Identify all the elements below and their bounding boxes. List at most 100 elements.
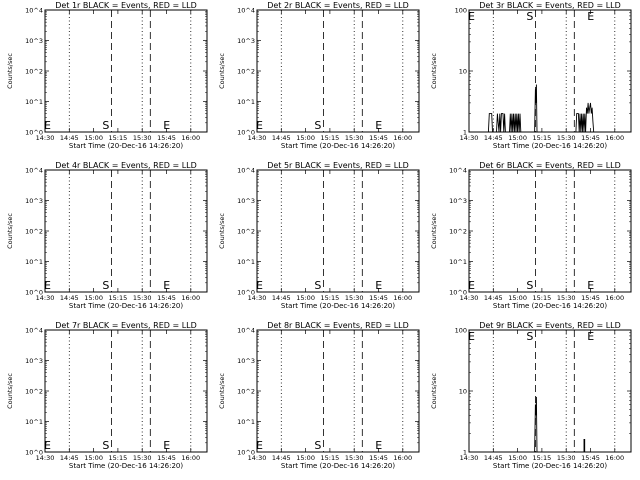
x-tick-label: 15:45 — [369, 294, 388, 302]
edge-marker: E — [44, 119, 51, 132]
x-tick-label: 14:45 — [484, 454, 503, 462]
start-marker: S — [314, 439, 321, 452]
chart-title: Det 5r BLACK = Events, RED = LLD — [267, 161, 409, 170]
y-tick-label: 10^4 — [237, 7, 255, 15]
event-series-5 — [575, 113, 587, 133]
y-tick-label: 100 — [455, 327, 467, 335]
x-axis-label: Start Time (20-Dec-16 14:26:20) — [493, 462, 607, 470]
y-tick-label: 10^4 — [25, 7, 43, 15]
y-tick-label: 10^2 — [237, 388, 255, 396]
y-tick-label: 1 — [463, 449, 467, 457]
y-tick-label: 10^4 — [25, 327, 43, 335]
edge-marker: E — [468, 279, 475, 292]
x-tick-label: 14:45 — [272, 294, 291, 302]
x-tick-label: 14:30 — [248, 294, 267, 302]
start-marker: S — [102, 439, 109, 452]
y-tick-label: 10^3 — [237, 37, 255, 45]
end-marker: E — [375, 439, 382, 452]
x-tick-label: 15:15 — [109, 134, 128, 142]
x-tick-label: 16:00 — [181, 454, 200, 462]
y-axis-label: Counts/sec — [6, 53, 14, 89]
edge-marker: E — [256, 119, 263, 132]
x-tick-label: 15:45 — [157, 134, 176, 142]
x-tick-label: 15:00 — [296, 134, 315, 142]
y-tick-label: 10^2 — [237, 228, 255, 236]
y-axis-label: Counts/sec — [430, 373, 438, 409]
chart-panel-9: Det 9r BLACK = Events, RED = LLD 14:30 14:… — [430, 321, 632, 470]
y-tick-label: 1 — [463, 129, 467, 137]
x-tick-label: 14:45 — [484, 294, 503, 302]
x-tick-label: 15:15 — [321, 134, 340, 142]
chart-title: Det 3r BLACK = Events, RED = LLD — [479, 1, 621, 10]
x-tick-label: 16:00 — [181, 294, 200, 302]
y-axis-label: Counts/sec — [218, 213, 226, 249]
x-tick-label: 15:15 — [321, 454, 340, 462]
x-tick-label: 15:15 — [533, 454, 552, 462]
x-tick-label: 14:45 — [60, 134, 79, 142]
y-tick-label: 10^0 — [237, 129, 255, 137]
x-tick-label: 16:00 — [181, 134, 200, 142]
x-tick-label: 15:00 — [296, 294, 315, 302]
x-tick-label: 14:30 — [36, 134, 55, 142]
y-tick-label: 10 — [459, 68, 467, 76]
edge-marker: E — [44, 439, 51, 452]
y-tick-label: 10^1 — [25, 258, 43, 266]
edge-marker: E — [468, 10, 475, 23]
y-tick-label: 10^0 — [25, 129, 43, 137]
x-tick-label: 15:00 — [84, 454, 103, 462]
x-tick-label: 15:00 — [508, 134, 527, 142]
chart-title: Det 1r BLACK = Events, RED = LLD — [55, 1, 197, 10]
start-marker: S — [314, 119, 321, 132]
y-tick-label: 10^1 — [449, 258, 467, 266]
edge-marker: E — [468, 330, 475, 343]
chart-title: Det 7r BLACK = Events, RED = LLD — [55, 321, 197, 330]
y-tick-label: 10^0 — [25, 449, 43, 457]
y-tick-label: 10^1 — [25, 98, 43, 106]
chart-panel-6: Det 6r BLACK = Events, RED = LLD 14:30 14:… — [430, 161, 632, 310]
x-tick-label: 15:30 — [133, 454, 152, 462]
y-tick-label: 10^3 — [237, 357, 255, 365]
x-tick-label: 15:15 — [109, 294, 128, 302]
chart-panel-1: Det 1r BLACK = Events, RED = LLD 14:30 14:… — [6, 1, 208, 150]
x-tick-label: 14:30 — [460, 454, 479, 462]
chart-panel-8: Det 8r BLACK = Events, RED = LLD 14:30 14:… — [218, 321, 420, 470]
event-series-6 — [585, 102, 595, 133]
x-tick-label: 16:00 — [605, 454, 624, 462]
x-tick-label: 16:00 — [393, 134, 412, 142]
x-tick-label: 15:15 — [533, 294, 552, 302]
x-tick-label: 15:45 — [369, 454, 388, 462]
start-marker: S — [526, 10, 533, 23]
x-tick-label: 16:00 — [393, 454, 412, 462]
end-marker: E — [375, 119, 382, 132]
x-tick-label: 14:30 — [36, 454, 55, 462]
x-axis-label: Start Time (20-Dec-16 14:26:20) — [69, 302, 183, 310]
end-marker: E — [587, 279, 594, 292]
x-tick-label: 15:45 — [369, 134, 388, 142]
start-marker: S — [526, 279, 533, 292]
x-tick-label: 15:30 — [133, 134, 152, 142]
x-tick-label: 14:45 — [272, 454, 291, 462]
event-series-4 — [534, 84, 538, 133]
end-marker: E — [375, 279, 382, 292]
event-series-3 — [509, 113, 522, 133]
end-marker: E — [163, 279, 170, 292]
x-tick-label: 15:00 — [508, 294, 527, 302]
x-tick-label: 15:15 — [109, 454, 128, 462]
y-tick-label: 10^3 — [25, 357, 43, 365]
x-tick-label: 15:30 — [557, 454, 576, 462]
y-tick-label: 10^4 — [237, 167, 255, 175]
x-tick-label: 15:45 — [157, 454, 176, 462]
x-tick-label: 16:00 — [393, 294, 412, 302]
y-axis-label: Counts/sec — [218, 53, 226, 89]
y-tick-label: 10^2 — [449, 228, 467, 236]
end-marker: E — [163, 439, 170, 452]
chart-title: Det 9r BLACK = Events, RED = LLD — [479, 321, 621, 330]
chart-title: Det 6r BLACK = Events, RED = LLD — [479, 161, 621, 170]
x-axis-label: Start Time (20-Dec-16 14:26:20) — [281, 302, 395, 310]
chart-panel-7: Det 7r BLACK = Events, RED = LLD 14:30 14:… — [6, 321, 208, 470]
x-axis-label: Start Time (20-Dec-16 14:26:20) — [281, 462, 395, 470]
y-tick-label: 10^4 — [25, 167, 43, 175]
chart-title: Det 4r BLACK = Events, RED = LLD — [55, 161, 197, 170]
x-tick-label: 15:30 — [133, 294, 152, 302]
y-tick-label: 10^3 — [449, 197, 467, 205]
